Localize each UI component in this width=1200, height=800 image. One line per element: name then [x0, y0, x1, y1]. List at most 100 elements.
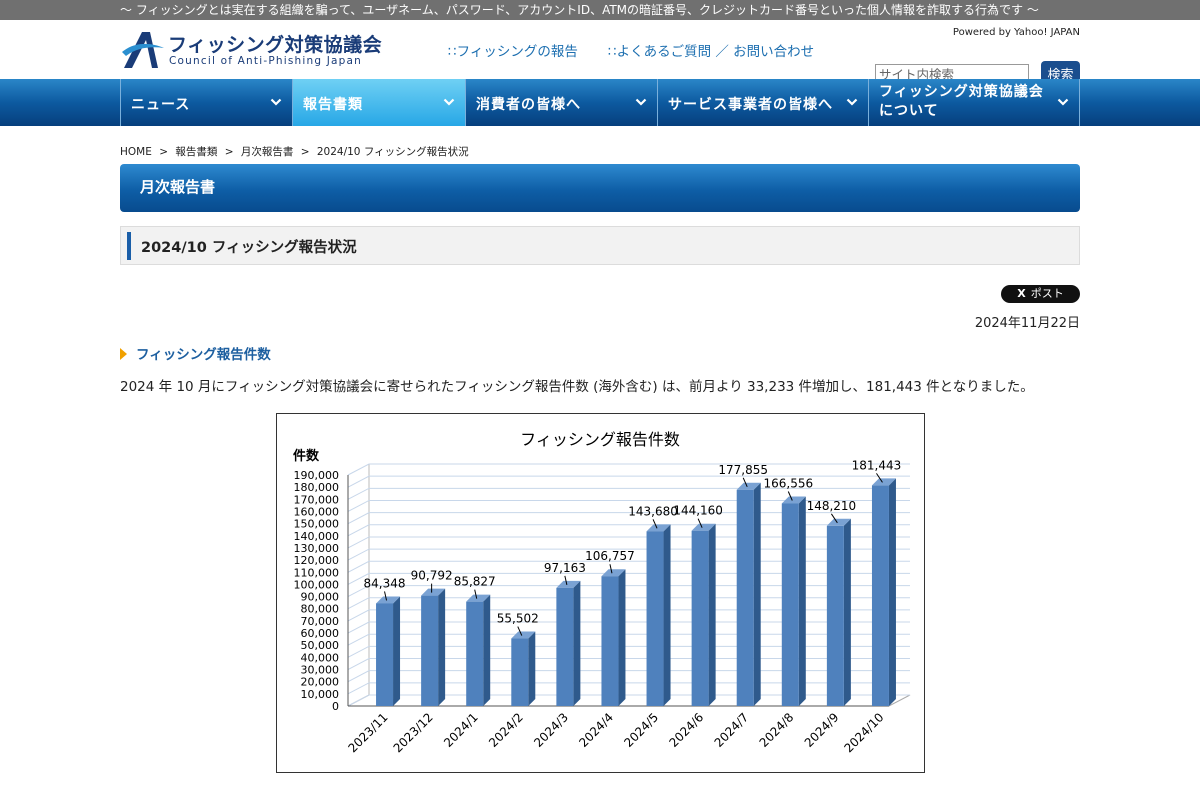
breadcrumb-monthly[interactable]: 月次報告書 [240, 146, 294, 158]
x-post-button[interactable]: X ポスト [1001, 285, 1080, 303]
gridline [347, 621, 910, 634]
y-tick-label: 40,000 [301, 651, 340, 664]
gridline [347, 487, 910, 500]
gridline [347, 670, 910, 683]
gridline [347, 609, 910, 622]
y-axis-label: 件数 [293, 448, 320, 464]
data-label-leader [474, 589, 478, 599]
y-tick-label: 120,000 [294, 554, 340, 567]
gridline [347, 512, 910, 525]
x-tick-label: 2024/2 [486, 710, 526, 750]
gridline [347, 682, 910, 695]
sub-heading-text: フィッシング報告件数 [136, 347, 271, 363]
data-label: 90,792 [411, 569, 453, 583]
y-tick-label: 180,000 [294, 481, 340, 494]
bar [871, 485, 889, 706]
nav-item-label: フィッシング対策協議会 について [879, 84, 1044, 119]
bar [421, 595, 439, 706]
x-tick-label: 2024/7 [712, 710, 752, 750]
logo-japanese-name: フィッシング対策協議会 [168, 34, 383, 56]
bar-top [376, 596, 401, 604]
x-tick-label: 2024/1 [441, 710, 481, 750]
y-tick-label: 50,000 [301, 639, 340, 652]
phishing-report-link[interactable]: ∷フィッシングの報告 [448, 44, 578, 60]
y-tick-label: 190,000 [294, 469, 340, 482]
page-title-box: 2024/10 フィッシング報告状況 [120, 226, 1080, 265]
gridline [347, 658, 910, 670]
nav-item-label: ニュース [131, 97, 191, 113]
site-logo[interactable]: フィッシング対策協議会 Council of Anti-Phishing Jap… [120, 28, 382, 72]
y-tick-label: 140,000 [294, 530, 340, 543]
bar [556, 587, 574, 706]
data-label: 148,210 [807, 499, 857, 513]
bar-side [798, 496, 806, 706]
data-label: 143,680 [628, 504, 678, 518]
x-tick-label: 2024/3 [531, 710, 571, 750]
nav-item-label: サービス事業者の皆様へ [668, 97, 833, 113]
data-label: 144,160 [673, 504, 723, 518]
bar-top [871, 478, 896, 486]
y-tick-label: 110,000 [294, 566, 340, 579]
bar-side [393, 596, 401, 706]
y-tick-label: 80,000 [301, 603, 340, 616]
x-tick-label: 2023/11 [346, 710, 391, 755]
bar-side [438, 588, 446, 706]
bar-top [556, 580, 581, 588]
page-title: 2024/10 フィッシング報告状況 [141, 240, 357, 256]
y-tick-label: 170,000 [294, 493, 340, 506]
data-label: 84,348 [364, 576, 406, 590]
title-accent-bar [127, 232, 131, 260]
y-tick-label: 160,000 [294, 505, 340, 518]
section-title: 月次報告書 [140, 178, 216, 196]
y-tick-label: 90,000 [301, 591, 340, 604]
phishing-report-chart: フィッシング報告件数 件数 0 10,000 20,000 30,000 40,000 50,… [276, 413, 925, 773]
bar [691, 530, 709, 706]
bar-top [466, 594, 491, 602]
chevron-down-icon [443, 98, 455, 106]
bar-top [736, 482, 761, 490]
data-label: 97,163 [544, 561, 586, 575]
bar-top [646, 524, 671, 532]
x-logo-icon: X [1017, 287, 1026, 300]
gridline [347, 585, 910, 598]
logo-english-name: Council of Anti-Phishing Japan [169, 55, 363, 67]
nav-item-about[interactable]: フィッシング対策協議会 について [869, 79, 1080, 126]
x-tick-label: 2024/10 [841, 710, 886, 755]
bar [781, 503, 799, 706]
faq-contact-link[interactable]: ∷よくあるご質問 ／ お問い合わせ [608, 44, 815, 60]
breadcrumb-home[interactable]: HOME [120, 146, 152, 158]
nav-item-label: 消費者の皆様へ [476, 97, 581, 113]
nav-item-consumers[interactable]: 消費者の皆様へ [466, 79, 658, 126]
bar [736, 489, 754, 706]
nav-item-news[interactable]: ニュース [120, 79, 293, 126]
chevron-down-icon [635, 98, 647, 106]
chart-title: フィッシング報告件数 [520, 430, 680, 449]
gridline [347, 463, 910, 476]
data-label: 106,757 [585, 549, 635, 563]
x-tick-label: 2024/9 [802, 710, 842, 750]
gridline [347, 694, 910, 707]
data-label-leader [384, 591, 388, 601]
bar-side [528, 631, 536, 706]
bar [376, 603, 394, 706]
bar [646, 531, 664, 706]
data-label-leader [517, 626, 523, 636]
bar [511, 638, 529, 706]
data-label: 181,443 [852, 458, 902, 472]
bar [826, 525, 844, 706]
publish-date: 2024年11月22日 [974, 316, 1080, 331]
data-label-leader [742, 477, 748, 487]
bar-side [573, 580, 581, 706]
sub-heading: フィッシング報告件数 [120, 343, 271, 363]
gridline [347, 597, 910, 610]
gridline [347, 548, 910, 561]
bar-side [663, 524, 671, 706]
data-label-leader [876, 473, 883, 483]
chevron-down-icon [846, 98, 858, 106]
bar-side [843, 518, 851, 706]
nav-item-service-providers[interactable]: サービス事業者の皆様へ [658, 79, 869, 126]
breadcrumb-reports[interactable]: 報告書類 [175, 146, 218, 158]
bar [601, 576, 619, 706]
data-label-leader [830, 513, 838, 524]
nav-item-reports[interactable]: 報告書類 [293, 79, 466, 126]
